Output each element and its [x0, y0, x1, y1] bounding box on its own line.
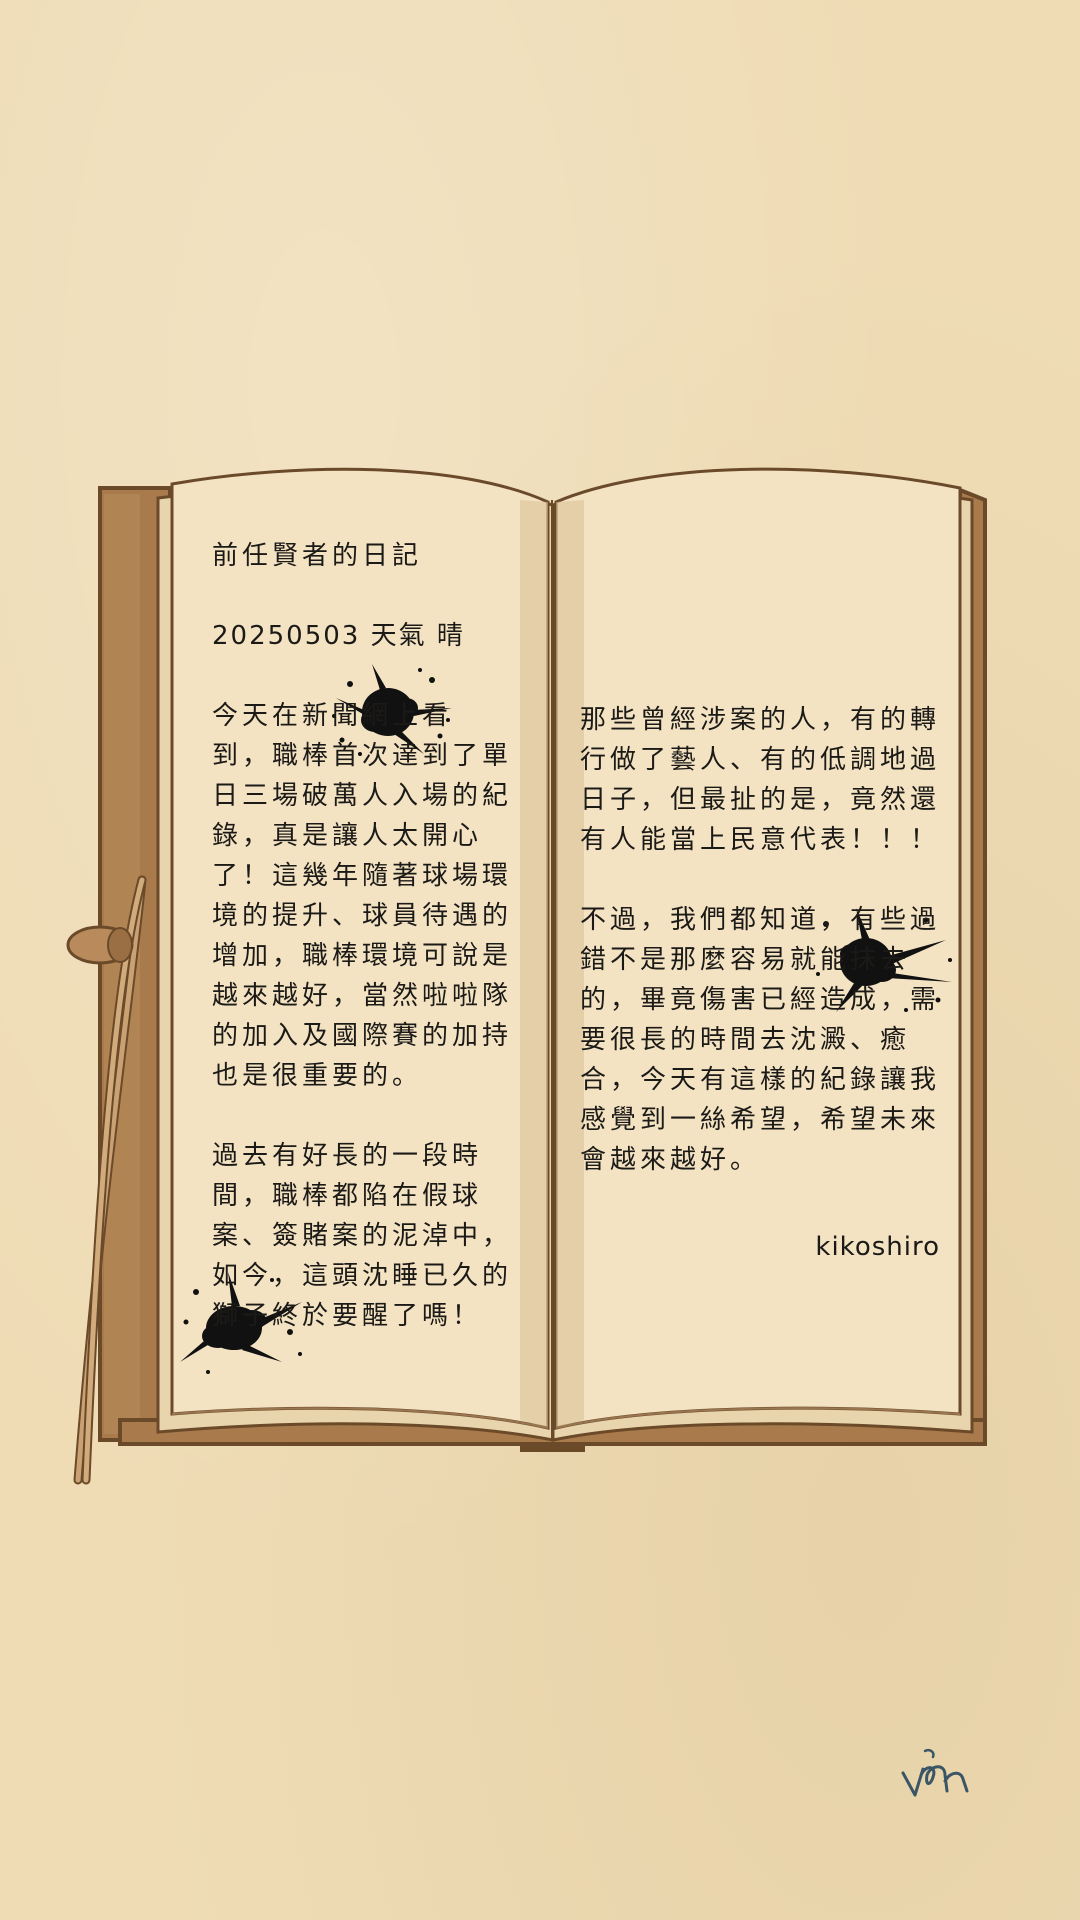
- ink-splatter-icon: [816, 908, 952, 1012]
- diary-line: 今天在新聞網上看: [212, 701, 453, 731]
- artist-mark-icon: [901, 1749, 969, 1797]
- left-page-text: 前任賢者的日記 20250503 天氣 晴 今天在新聞網上看 到，職棒首次達到了…: [212, 536, 512, 1336]
- diary-line: 過去有好長的一段時: [212, 1141, 483, 1171]
- diary-line: 錄，真是讓人太開心: [212, 821, 483, 851]
- diary-line: 日三場破萬人入場的紀: [212, 781, 513, 811]
- diary-line: 也是很重要的。: [212, 1061, 423, 1091]
- right-page-text: 那些曾經涉案的人，有的轉 行做了藝人、有的低調地過 日子，但最扯的是，竟然還 有…: [580, 700, 950, 1180]
- diary-line: 了！這幾年隨著球場環: [212, 861, 513, 891]
- diary-line: 越來越好，當然啦啦隊: [212, 981, 513, 1011]
- diary-line: 獅子終於要醒了嗎！: [212, 1301, 483, 1331]
- diary-line: 境的提升、球員待遇的: [212, 901, 513, 931]
- diary-title: 前任賢者的日記: [212, 541, 423, 571]
- diary-line: 的，畢竟傷害已經造成，需: [580, 985, 941, 1015]
- ink-splatter-icon: [180, 1272, 302, 1374]
- diary-date-weather: 20250503 天氣 晴: [212, 621, 465, 651]
- diary-line: 的加入及國際賽的加持: [212, 1021, 513, 1051]
- diary-line: 間，職棒都陷在假球: [212, 1181, 483, 1211]
- diary-line: 不過，我們都知道，有些過: [580, 905, 941, 935]
- diary-line: 到，職棒首次達到了單: [212, 741, 513, 771]
- diary-line: 會越來越好。: [580, 1145, 761, 1175]
- diary-line: 那些曾經涉案的人，有的轉: [580, 705, 941, 735]
- diary-line: 案、簽賭案的泥淖中，: [212, 1221, 513, 1251]
- diary-line: 要很長的時間去沈澱、癒: [580, 1025, 911, 1055]
- diary-line: 感覺到一絲希望，希望未來: [580, 1105, 941, 1135]
- diary-line: 日子，但最扯的是，竟然還: [580, 785, 941, 815]
- diary-line: 增加，職棒環境可說是: [212, 941, 513, 971]
- diary-signature: kikoshiro: [815, 1232, 940, 1262]
- diary-line: 錯不是那麼容易就能抹去: [580, 945, 911, 975]
- diary-line: 行做了藝人、有的低調地過: [580, 745, 941, 775]
- bookmark-ribbon-icon: [66, 875, 147, 1485]
- diary-line: 如今，這頭沈睡已久的: [212, 1261, 513, 1291]
- diary-line: 合，今天有這樣的紀錄讓我: [580, 1065, 941, 1095]
- ink-splatter-icon: [332, 664, 452, 756]
- diary-line: 有人能當上民意代表！！！: [580, 825, 941, 855]
